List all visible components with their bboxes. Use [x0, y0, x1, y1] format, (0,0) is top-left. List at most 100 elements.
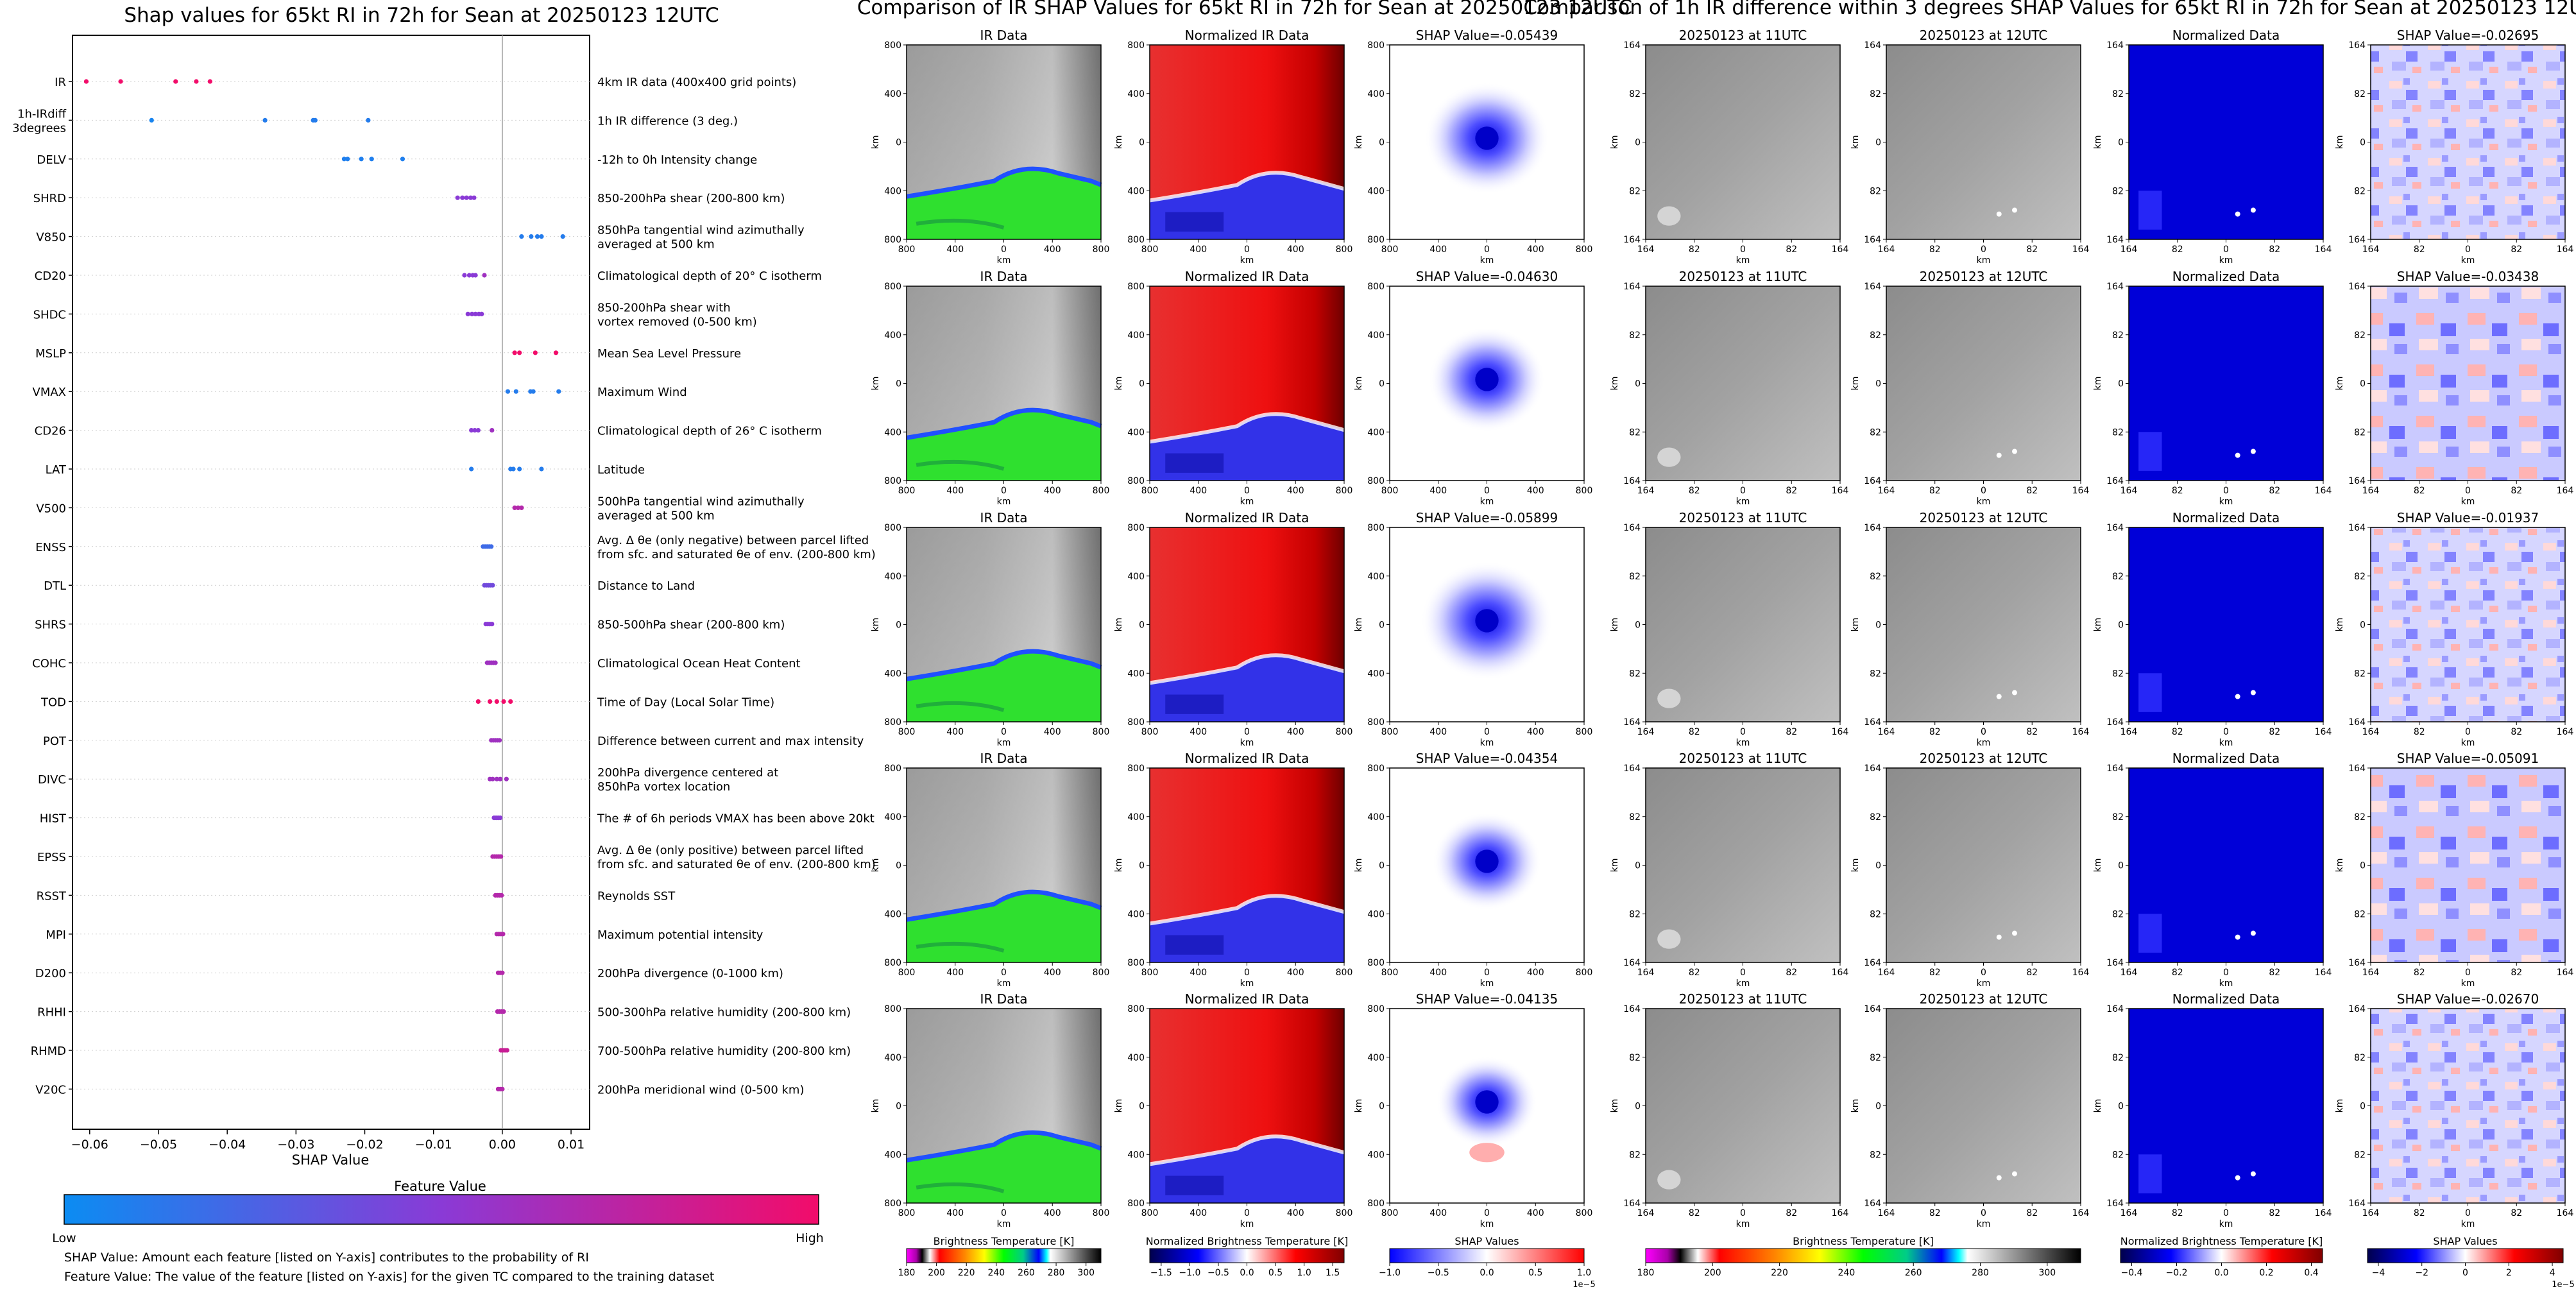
y-tick-label: 0 — [1635, 1102, 1641, 1112]
y-tick-label: 82 — [2354, 669, 2366, 679]
y-tick-label: 400 — [1127, 89, 1145, 99]
panel-title: Normalized Data — [2172, 269, 2280, 284]
colorbar-tick-label: 220 — [958, 1268, 975, 1278]
y-tick-label: 0 — [1875, 861, 1881, 871]
y-tick-label: 164 — [1623, 476, 1641, 486]
y-tick-label: 400 — [1127, 330, 1145, 341]
feature-label: V850 — [36, 231, 66, 244]
colorbar-tick-label: −0.5 — [1428, 1268, 1449, 1278]
x-tick-label: 164 — [2315, 1208, 2332, 1218]
colorbar-high-label: High — [796, 1231, 824, 1245]
y-axis-label: km — [2335, 377, 2345, 391]
x-tick-label: 0 — [1001, 486, 1007, 496]
y-axis-label: km — [2093, 618, 2103, 632]
x-tick-label: 800 — [898, 1208, 916, 1218]
feature-row: COHC Climatological Ocean Heat Content — [32, 657, 800, 670]
shap-positive-spot — [1469, 1143, 1505, 1163]
y-axis-label: km — [1610, 618, 1620, 632]
shap-core — [1475, 849, 1499, 873]
feature-description: The # of 6h periods VMAX has been above … — [597, 812, 874, 826]
x-tick-label: 82 — [2172, 244, 2183, 255]
x-axis-label: km — [1240, 978, 1254, 989]
ir-diff-colorbars: Brightness Temperature [K]180 200 220 240 26… — [1637, 1235, 2575, 1289]
x-tick-label: 400 — [946, 1208, 964, 1218]
diff-bright-spot — [1996, 934, 2002, 940]
y-tick-label: 0 — [896, 1102, 901, 1112]
panel-title: SHAP Value=-0.05899 — [1416, 510, 1558, 525]
x-tick-label: −0.05 — [140, 1138, 177, 1152]
x-tick-label: 82 — [1689, 1208, 1700, 1218]
y-axis-label: km — [2335, 858, 2345, 873]
colorbar-label: SHAP Values — [1454, 1235, 1519, 1247]
ir-diff-image — [1886, 1009, 2081, 1203]
y-tick-label: 400 — [1367, 186, 1385, 196]
x-tick-label: 800 — [1381, 968, 1399, 978]
ir-diff-image — [1886, 45, 2081, 239]
panel-title: Normalized IR Data — [1185, 510, 1309, 525]
panel-frame — [1149, 286, 1345, 481]
y-tick-label: 164 — [1864, 282, 1881, 292]
shap-point — [494, 776, 499, 781]
x-tick-label: 400 — [1527, 968, 1544, 978]
shap-point — [472, 195, 477, 200]
x-tick-label: 164 — [2120, 968, 2138, 978]
feature-label: V20C — [35, 1083, 66, 1097]
x-axis-label: km — [1240, 1219, 1254, 1229]
x-tick-label: 0 — [1244, 244, 1250, 255]
colorbar-label: Normalized Brightness Temperature [K] — [1146, 1235, 1349, 1247]
y-tick-label: 164 — [1864, 523, 1881, 533]
panel-title: SHAP Value=-0.02695 — [2397, 28, 2539, 43]
panel-title: Normalized Data — [2172, 991, 2280, 1007]
x-tick-label: 164 — [2315, 727, 2332, 737]
x-tick-label: −0.06 — [71, 1138, 108, 1152]
y-tick-label: 82 — [1870, 1150, 1881, 1160]
x-tick-label: 0 — [1981, 1208, 1986, 1218]
feature-description: 4km IR data (400x400 grid points) — [597, 76, 796, 89]
x-tick-label: 0 — [2465, 968, 2471, 978]
y-tick-label: 164 — [2106, 523, 2124, 533]
y-tick-label: 164 — [1623, 1004, 1641, 1014]
x-tick-label: 164 — [2362, 968, 2380, 978]
shap-point — [512, 505, 517, 511]
panel-frame — [1886, 1008, 2081, 1204]
y-tick-label: 0 — [2118, 379, 2124, 389]
colorbar-tick-label: −2 — [2415, 1268, 2428, 1278]
y-tick-label: 82 — [2354, 909, 2366, 919]
x-tick-label: 400 — [946, 244, 964, 255]
y-tick-label: 400 — [1367, 330, 1385, 341]
y-tick-label: 82 — [1629, 572, 1641, 582]
x-axis-label: km — [1480, 738, 1494, 748]
x-tick-label: 0 — [1484, 968, 1490, 978]
panel-frame — [2370, 767, 2566, 963]
y-tick-label: 400 — [884, 1053, 901, 1063]
normalized-edge — [1149, 653, 1345, 685]
x-axis-label: km — [1977, 497, 1991, 507]
note-feature-value: Feature Value: The value of the feature … — [64, 1270, 714, 1284]
colorbar-tick-label: 180 — [1637, 1268, 1655, 1278]
shap-point — [504, 1048, 509, 1053]
x-tick-label: 0 — [1244, 968, 1250, 978]
feature-row: VMAX Maximum Wind — [33, 386, 687, 399]
cloud-edge — [906, 407, 1102, 440]
shap-point — [475, 428, 481, 433]
x-tick-label: 400 — [1044, 1208, 1061, 1218]
normalized-patch — [1165, 694, 1224, 714]
feature-row: SHRS 850-500hPa shear (200-800 km) — [35, 619, 785, 632]
y-tick-label: 800 — [1367, 1004, 1385, 1014]
normalized-patch — [1165, 1175, 1224, 1195]
x-tick-label: 164 — [2557, 1208, 2574, 1218]
feature-description: 500hPa tangential wind azimuthally averag… — [597, 495, 805, 522]
x-tick-label: 0 — [1740, 727, 1746, 737]
cloud-edge — [906, 889, 1102, 922]
feature-row: SHRD 850-200hPa shear (200-800 km) — [33, 192, 785, 205]
y-tick-label: 400 — [884, 812, 901, 823]
feature-label: IR — [55, 76, 66, 89]
x-tick-label: 0 — [1001, 244, 1007, 255]
y-tick-label: 400 — [1127, 186, 1145, 196]
shap-point — [468, 195, 473, 200]
